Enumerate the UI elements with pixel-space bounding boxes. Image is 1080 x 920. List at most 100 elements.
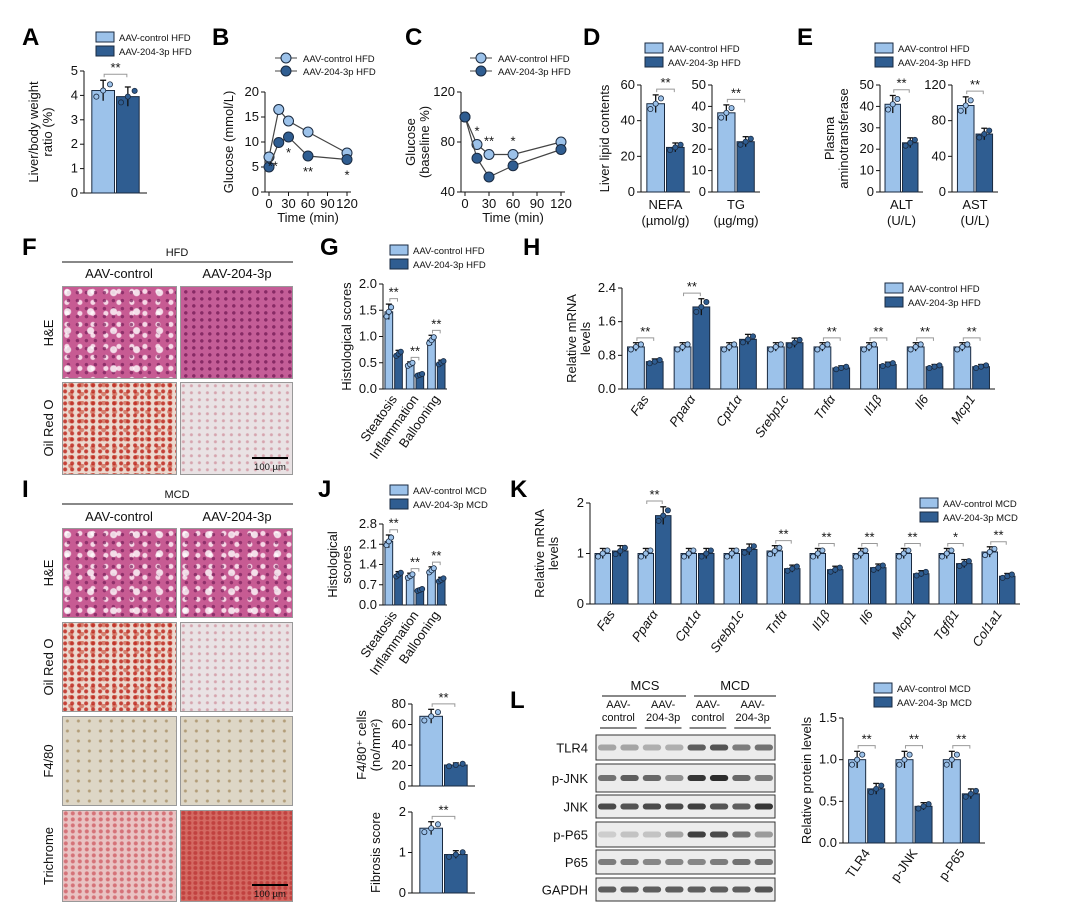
y-tick-label: 15 bbox=[245, 109, 259, 124]
legend-swatch bbox=[874, 56, 894, 68]
data-point bbox=[718, 114, 725, 121]
bar bbox=[673, 346, 692, 390]
data-point bbox=[595, 553, 602, 560]
x-tick-label: 30 bbox=[281, 196, 295, 211]
blot-strip bbox=[595, 794, 776, 819]
y-axis-label: Histological scores bbox=[339, 282, 354, 391]
significance-bracket bbox=[431, 329, 441, 334]
x-category-label: Pparα bbox=[666, 392, 699, 430]
legend-swatch bbox=[919, 511, 939, 523]
data-point bbox=[409, 359, 416, 366]
legend-label: AAV-204-3p MCD bbox=[897, 698, 972, 709]
data-point bbox=[599, 550, 606, 557]
significance-bracket bbox=[861, 542, 878, 547]
bar bbox=[419, 827, 444, 894]
x-category-label: Mcp1 bbox=[888, 607, 919, 642]
y-tick-label: 80 bbox=[392, 696, 406, 711]
data-point bbox=[896, 761, 903, 768]
bar bbox=[384, 540, 394, 606]
blot-band bbox=[709, 831, 729, 838]
y-tick-label: 40 bbox=[621, 113, 635, 128]
bar bbox=[723, 553, 741, 605]
legend-swatch bbox=[884, 296, 904, 308]
data-point bbox=[728, 105, 735, 112]
chart-a-0: 0 1 2 3 4 5 Liver/body weight ratio (%) ** AAV-co… bbox=[26, 31, 192, 200]
data-point bbox=[724, 553, 731, 560]
significance-marker: ** bbox=[827, 324, 837, 339]
data-point bbox=[446, 853, 453, 860]
x-category-label: Tnfα bbox=[763, 607, 791, 638]
column-header: AAV-control bbox=[85, 266, 153, 281]
bar bbox=[739, 338, 757, 390]
data-point bbox=[866, 343, 873, 350]
blot-band bbox=[732, 859, 751, 865]
y-tick-label: 1 bbox=[399, 845, 406, 860]
data-point bbox=[905, 547, 912, 554]
lane-label: AAV- bbox=[606, 699, 631, 711]
legend-label: AAV-204-3p HFD bbox=[898, 58, 971, 69]
legend-label: AAV-control MCD bbox=[413, 486, 487, 497]
data-point bbox=[283, 115, 294, 127]
significance-bracket bbox=[683, 292, 701, 297]
y-axis-label: Relative protein levels bbox=[799, 716, 814, 844]
data-point bbox=[383, 313, 390, 320]
x-category-label: (U/L) bbox=[887, 213, 916, 228]
significance-marker: * bbox=[510, 134, 515, 149]
column-header: AAV-control bbox=[85, 509, 153, 524]
x-category-label: Il6 bbox=[856, 606, 877, 626]
y-axis-label: F4/80⁺ cells bbox=[354, 710, 369, 780]
legend-label: AAV-control HFD bbox=[668, 44, 740, 55]
blot-group-label: MCD bbox=[720, 678, 750, 693]
panel-letter-f: F bbox=[22, 234, 37, 261]
data-point bbox=[731, 341, 738, 348]
y-tick-label: 80 bbox=[441, 134, 455, 149]
significance-bracket bbox=[636, 337, 655, 341]
data-point bbox=[954, 346, 961, 353]
bar bbox=[895, 759, 914, 844]
data-point bbox=[656, 357, 663, 364]
data-point bbox=[982, 552, 989, 559]
data-point bbox=[100, 87, 107, 94]
blot-group-label: MCS bbox=[631, 678, 660, 693]
data-point bbox=[721, 346, 728, 353]
bar bbox=[637, 553, 655, 605]
blot-band bbox=[598, 886, 617, 893]
significance-marker: ** bbox=[731, 85, 741, 100]
blot-band bbox=[665, 831, 684, 838]
chart-h-8: 0.0 0.8 1.6 2.4 Relative mRNA levels ** Fas ** Pp… bbox=[564, 279, 995, 440]
blot-band bbox=[687, 803, 706, 810]
blot-band bbox=[732, 886, 751, 893]
data-point bbox=[853, 553, 860, 560]
data-point bbox=[777, 341, 784, 348]
data-point bbox=[742, 138, 749, 145]
y-tick-label: 0 bbox=[577, 596, 584, 611]
significance-bracket bbox=[857, 745, 876, 749]
chart-k-10: 0 1 2 Relative mRNA levels Fas ** Pparα Cpt1α Sre… bbox=[532, 487, 1020, 655]
data-point bbox=[421, 717, 428, 724]
lane-label: AAV- bbox=[696, 699, 721, 711]
significance-marker: ** bbox=[110, 60, 120, 75]
y-tick-label: 60 bbox=[621, 77, 635, 92]
data-point bbox=[901, 756, 908, 763]
data-point bbox=[459, 760, 466, 767]
data-point bbox=[981, 131, 988, 138]
bar bbox=[953, 346, 972, 390]
significance-bracket bbox=[916, 337, 934, 341]
panel-letter-j: J bbox=[318, 476, 331, 503]
chart-e-6: 0 40 80 120 ** AST(U/L) bbox=[924, 77, 998, 228]
data-point bbox=[684, 341, 691, 348]
significance-bracket bbox=[775, 540, 792, 544]
bar bbox=[906, 346, 925, 390]
significance-bracket bbox=[893, 89, 910, 93]
scale-bar-label: 100 µm bbox=[254, 462, 286, 473]
y-tick-label: 1.4 bbox=[359, 557, 377, 572]
data-point bbox=[739, 339, 746, 346]
blot-band bbox=[709, 803, 729, 810]
data-point bbox=[953, 751, 960, 758]
panel-letter-h: H bbox=[523, 234, 540, 261]
data-point bbox=[726, 343, 733, 350]
data-point bbox=[925, 801, 932, 808]
data-point bbox=[772, 343, 779, 350]
